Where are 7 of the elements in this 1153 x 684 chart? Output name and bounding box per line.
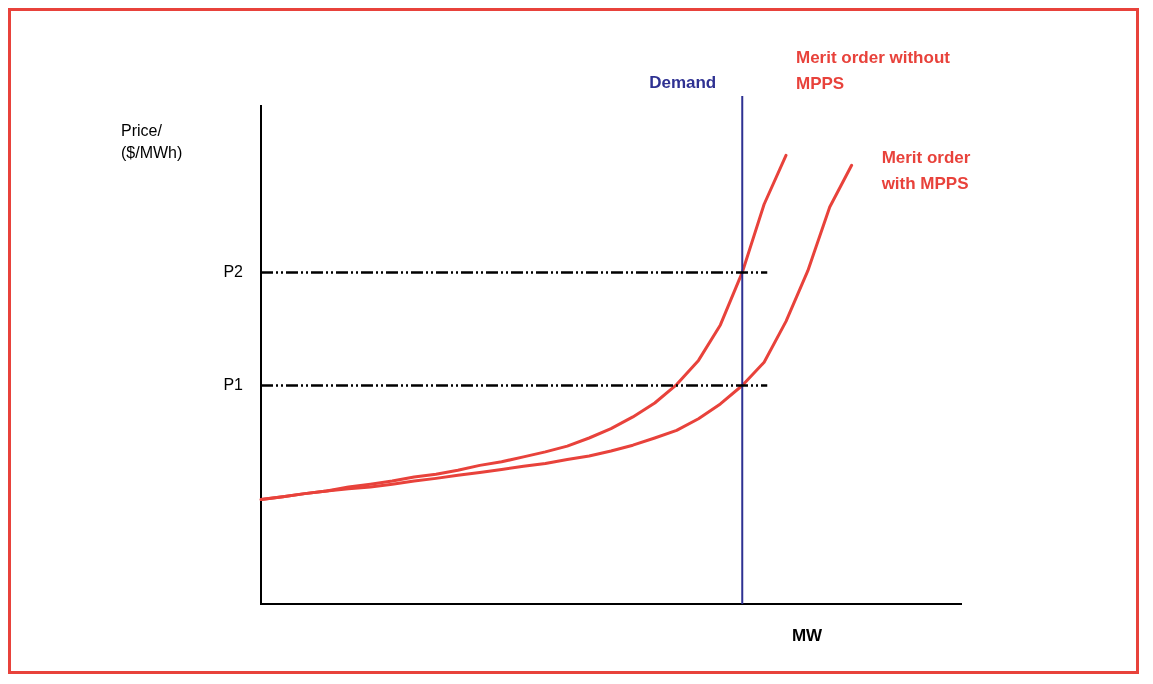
y-axis-title: Price/ ($/MWh) bbox=[121, 122, 183, 161]
text: Demand bbox=[649, 73, 717, 93]
text: Merit order without MPPS bbox=[796, 48, 951, 94]
ref-line-label: P1 bbox=[223, 375, 244, 393]
x-axis-title: MW bbox=[791, 626, 824, 646]
series-label: Merit order with MPPS bbox=[880, 148, 971, 194]
ref-line-label: P2 bbox=[223, 262, 244, 280]
